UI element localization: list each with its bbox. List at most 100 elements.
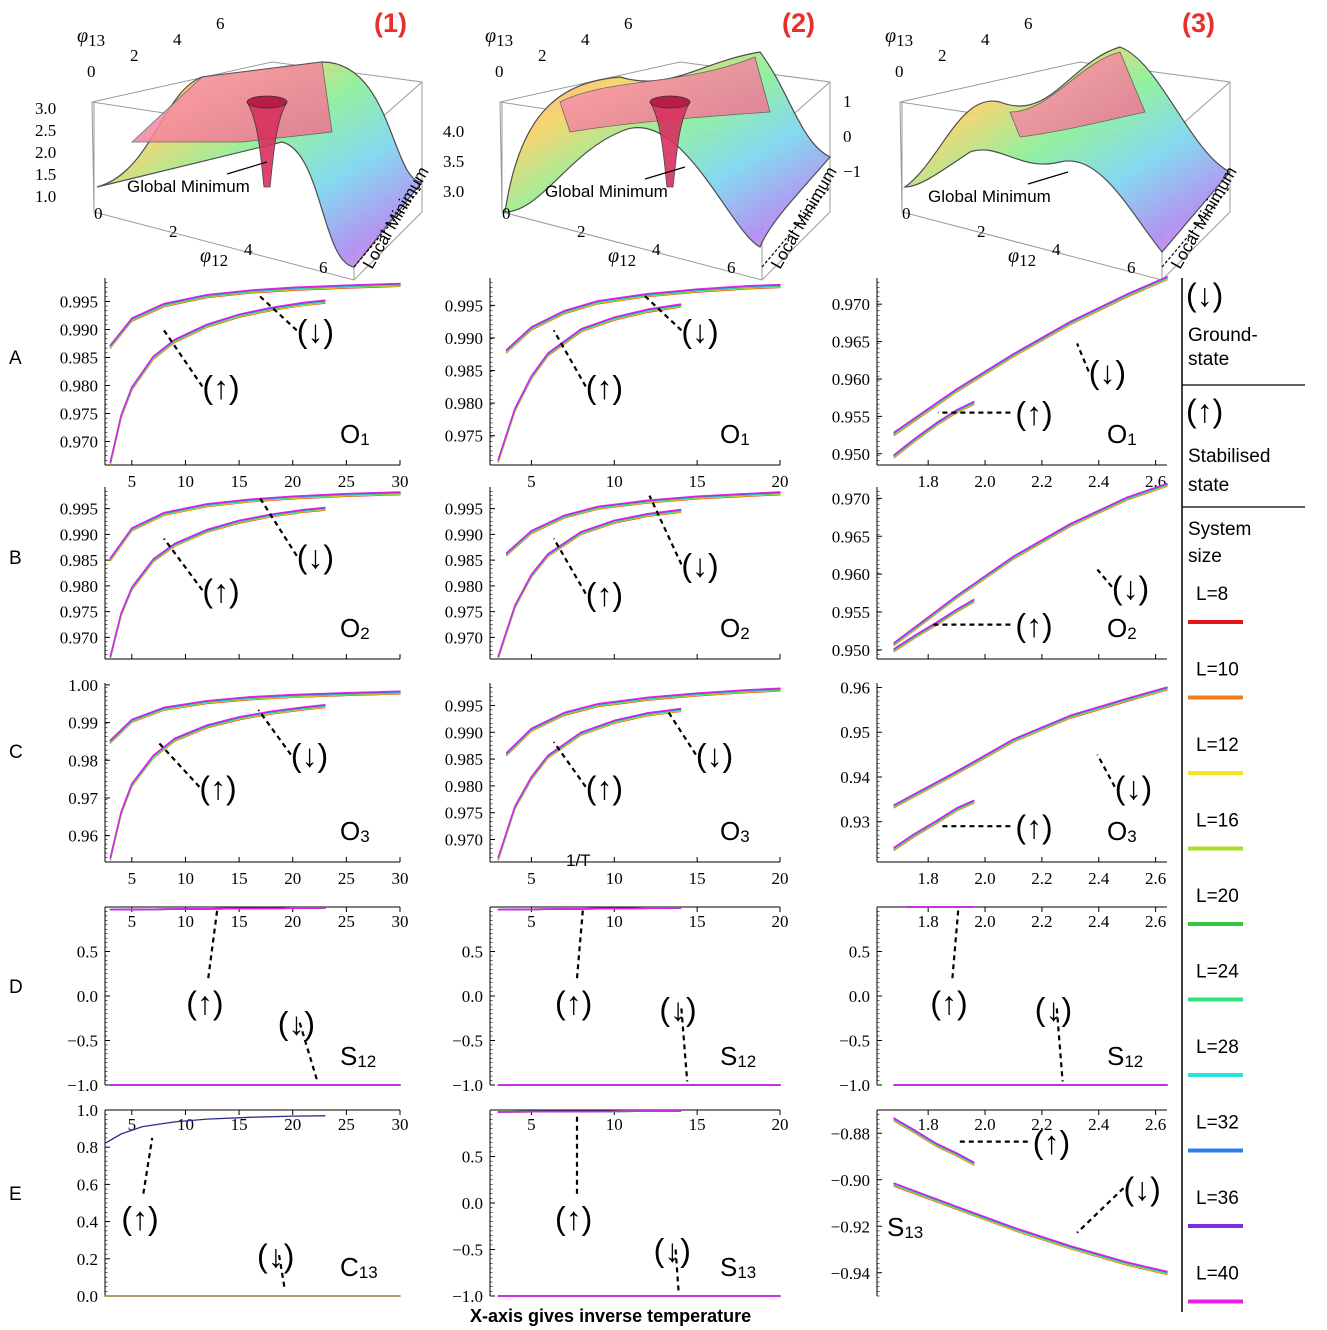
x-tick-label: 20 — [284, 912, 301, 931]
y-tick-label: 0.975 — [445, 427, 483, 446]
y-tick-label: 0.980 — [60, 577, 98, 596]
panel-title-d2: S12 — [720, 1041, 756, 1071]
legend-panel: (↓) Ground- state (↑) Stabilised state S… — [1181, 277, 1305, 1312]
y-tick-label: 0.960 — [832, 370, 870, 389]
arrow-label-down: (↓) — [681, 313, 718, 349]
surface-y-axis-label: φ13 — [77, 25, 105, 50]
local-minimum-line — [761, 186, 831, 268]
x-tick-label: 20 — [284, 472, 301, 491]
local-minimum-line — [1161, 186, 1231, 268]
series-line-ground-3 — [109, 284, 401, 348]
surface-z-tick: 2.5 — [35, 121, 56, 140]
series-ground — [109, 282, 401, 349]
arrow-label-down: (↓) — [659, 991, 696, 1027]
series-ground — [109, 690, 401, 744]
arrow-label-up: (↑) — [1015, 396, 1052, 432]
surface-z-tick: 0 — [843, 127, 852, 146]
surface-label-1: (1) — [374, 8, 407, 38]
y-tick-label: 0.94 — [840, 768, 870, 787]
surface-y-tick: 4 — [981, 30, 990, 49]
x-tick-label: 20 — [772, 1115, 789, 1134]
series-line-ground-9 — [109, 491, 401, 559]
y-tick-label: 0.5 — [462, 943, 483, 962]
arrow-leader-up — [142, 1137, 154, 1194]
surface-label-3: (3) — [1182, 8, 1215, 38]
series-line-stabilised-9 — [109, 907, 326, 911]
series-line-ground-1 — [109, 693, 401, 744]
y-tick-label: −1.0 — [839, 1076, 870, 1095]
panel-title-b3: O2 — [1107, 613, 1137, 643]
y-tick-label: 0.965 — [832, 333, 870, 352]
series-line-ground-9 — [505, 491, 781, 554]
x-tick-label: 5 — [527, 1115, 536, 1134]
series-line-ground-3 — [109, 692, 401, 743]
x-tick-label: 15 — [689, 869, 706, 888]
arrow-leader-up — [163, 329, 204, 388]
series-line-ground-1 — [109, 285, 401, 349]
global-minimum-funnel — [246, 101, 288, 188]
surface-x-tick: 6 — [1127, 258, 1136, 277]
y-tick-label: −1.0 — [67, 1076, 98, 1095]
arrow-label-down: (↓) — [291, 738, 328, 774]
arrow-leader-down — [1076, 343, 1090, 372]
plot-c1: 0.96 0.97 0.98 0.99 1.00 5 10 15 20 25 30 (↑) (↓) O3 — [68, 676, 408, 888]
series-ground — [505, 687, 781, 757]
y-tick-label: −0.5 — [67, 1032, 98, 1051]
arrow-label-down: (↓) — [278, 1006, 315, 1042]
arrow-label-down: (↓) — [1115, 770, 1152, 806]
y-tick-label: 0.970 — [832, 295, 870, 314]
y-tick-label: 0.970 — [445, 830, 483, 849]
x-tick-label: 15 — [231, 472, 248, 491]
plot-e1: 0.0 0.2 0.4 0.6 0.8 1.0 5 10 15 20 25 30 (↑) (↓) C13 — [77, 1101, 409, 1306]
plot-b3: 0.9500.9550.9600.9650.9701.82.02.22.42.6… — [832, 482, 1168, 660]
arrow-label-up: (↑) — [186, 985, 223, 1021]
y-tick-label: 0.980 — [60, 376, 98, 395]
legend-ground-line1: Ground- — [1188, 325, 1258, 346]
x-tick-label: 15 — [231, 1115, 248, 1134]
y-tick-label: 0.995 — [60, 500, 98, 519]
x-tick-label: 30 — [392, 472, 409, 491]
y-tick-label: 0.0 — [77, 1287, 98, 1306]
y-tick-label: −0.5 — [839, 1032, 870, 1051]
y-tick-label: 0.5 — [77, 943, 98, 962]
global-minimum-pointer — [226, 161, 268, 175]
series-line-ground-2 — [109, 692, 401, 744]
y-tick-label: 1.00 — [68, 676, 98, 695]
surface-y-tick: 4 — [173, 30, 182, 49]
surface-z-tick: 1.0 — [35, 187, 56, 206]
y-tick-label: 0.95 — [840, 723, 870, 742]
series-line-ground-3 — [109, 493, 401, 561]
y-tick-label: −1.0 — [452, 1287, 483, 1306]
x-tick-label: 20 — [772, 869, 789, 888]
panel-title-d1: S12 — [340, 1041, 376, 1071]
legend-label-l-32: L=32 — [1196, 1113, 1239, 1134]
y-tick-label: 0.93 — [840, 813, 870, 832]
surface-y-tick: 6 — [624, 14, 633, 33]
series-line-ground-7 — [109, 491, 401, 560]
series-line-stabilised-9 — [497, 907, 682, 911]
y-tick-label: 0.980 — [445, 577, 483, 596]
y-tick-label: 0.975 — [60, 404, 98, 423]
arrow-leader-up — [552, 741, 587, 788]
surface-z-tick: 3.0 — [443, 182, 464, 201]
series-line-ground-9 — [505, 283, 781, 351]
y-tick-label: 0.990 — [445, 525, 483, 544]
y-tick-label: 0.2 — [77, 1250, 98, 1269]
x-tick-label: 20 — [772, 912, 789, 931]
series-stabilised — [497, 508, 682, 660]
plot-b2: 0.9700.9750.9800.9850.9900.9955101520(↑)… — [445, 487, 781, 660]
y-tick-label: 0.5 — [849, 943, 870, 962]
legend-label-l-12: L=12 — [1196, 735, 1239, 756]
funnel-rim — [649, 95, 691, 109]
panel-title-a2: O1 — [720, 419, 750, 449]
surface-z-tick: 1.5 — [35, 165, 56, 184]
surface-box-frame — [91, 61, 423, 281]
surface-y-tick: 2 — [538, 46, 547, 65]
x-tick-label: 10 — [606, 1115, 623, 1134]
x-tick-label: 10 — [177, 472, 194, 491]
surface-x-tick: 4 — [244, 240, 253, 259]
surface-panels: 1.0 1.5 2.0 2.5 3.0 0 2 4 6 0 2 4 6 φ12 φ13 Global Mini… — [35, 8, 1241, 281]
y-tick-label: 0.965 — [832, 527, 870, 546]
